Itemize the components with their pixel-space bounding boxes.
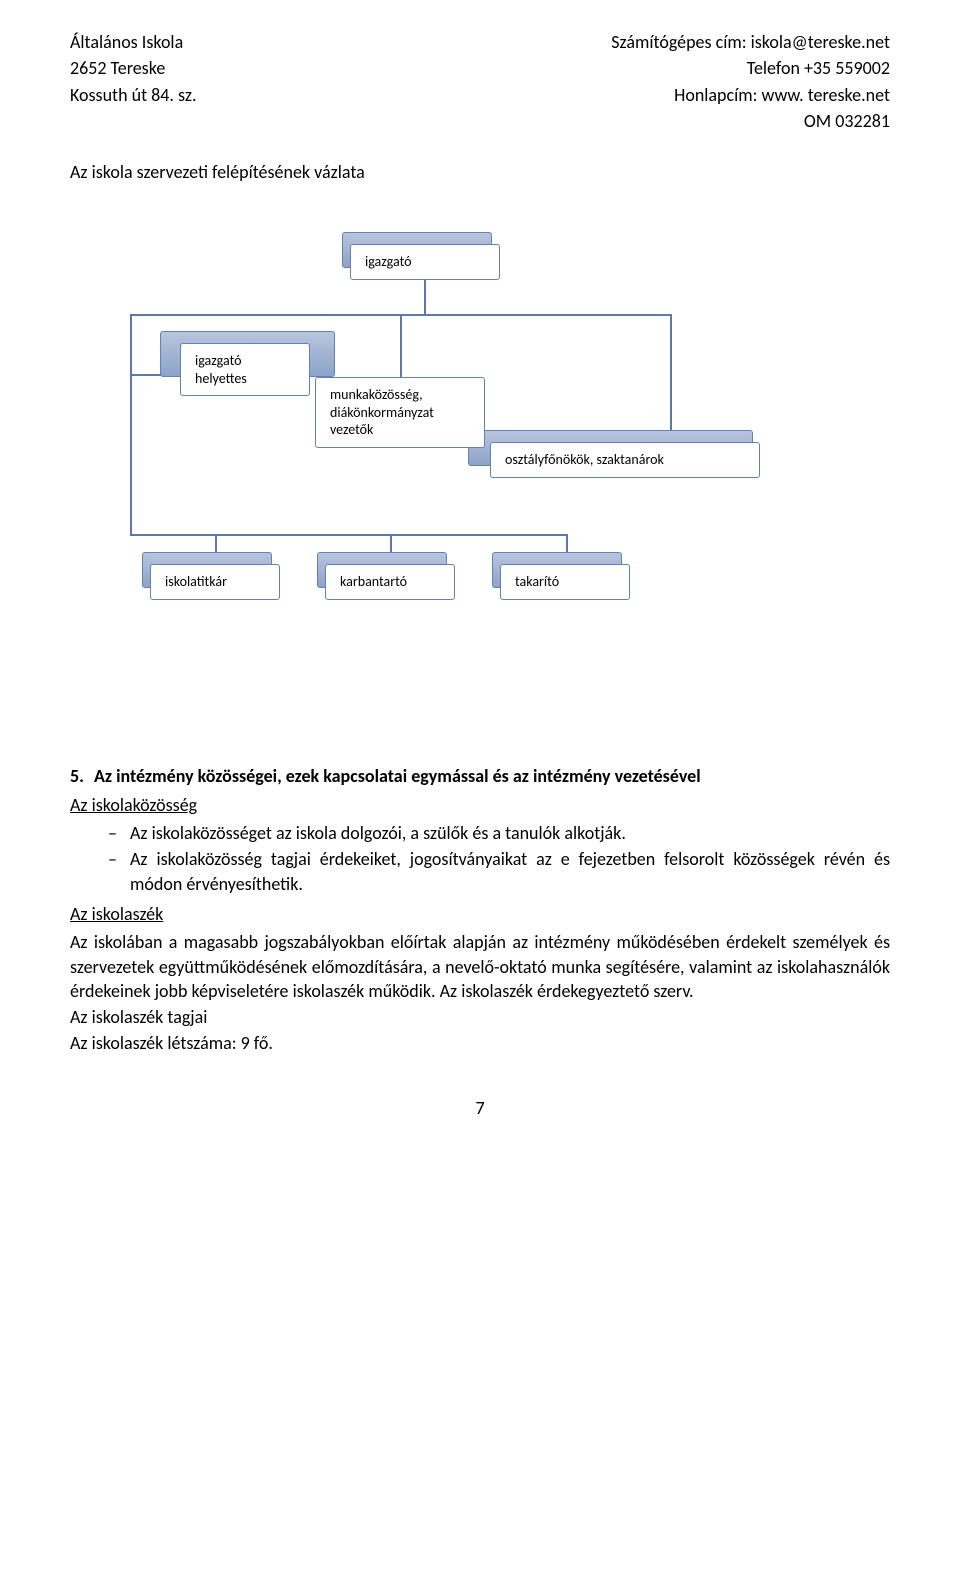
org-node-karbantarto: karbantartó	[325, 564, 455, 600]
school-postal: 2652 Tereske	[70, 56, 197, 80]
org-chart: igazgató igazgató helyettes munkaközössé…	[90, 214, 810, 734]
section-5-title: Az intézmény közösségei, ezek kapcsolata…	[94, 765, 701, 787]
header-right: Számítógépes cím: iskola@tereske.net Tel…	[611, 30, 890, 135]
section-5-number: 5.	[70, 765, 84, 787]
iskolaszek-body: Az iskolában a magasabb jogszabályokban …	[70, 930, 890, 1003]
header-left: Általános Iskola 2652 Tereske Kossuth út…	[70, 30, 197, 135]
school-address: Kossuth út 84. sz.	[70, 83, 197, 107]
org-node-munkakozosseg: munkaközösség, diákönkormányzat vezetők	[315, 377, 485, 448]
list-item: Az iskolaközösség tagjai érdekeiket, jog…	[108, 847, 890, 896]
list-item: Az iskolaközösséget az iskola dolgozói, …	[108, 821, 890, 845]
org-node-takarito: takarító	[500, 564, 630, 600]
org-node-igazgato: igazgató	[350, 244, 500, 280]
document-title: Az iskola szervezeti felépítésének vázla…	[70, 160, 890, 184]
org-node-igazgato-helyettes: igazgató helyettes	[180, 343, 310, 396]
org-line	[670, 314, 672, 430]
org-node-osztalyfonokok: osztályfőnökök, szaktanárok	[490, 442, 760, 478]
org-node-iskolatitkar: iskolatitkár	[150, 564, 280, 600]
school-om: OM 032281	[611, 109, 890, 133]
org-line	[130, 534, 568, 536]
org-line	[130, 314, 132, 374]
school-phone: Telefon +35 559002	[611, 56, 890, 80]
school-email: Számítógépes cím: iskola@tereske.net	[611, 30, 890, 54]
iskolaszek-tagjai: Az iskolaszék tagjai	[70, 1005, 890, 1029]
org-line	[400, 314, 402, 377]
subheading-iskolakozosseg: Az iskolaközösség	[70, 793, 890, 817]
school-website: Honlapcím: www. tereske.net	[611, 83, 890, 107]
subheading-iskolaszek: Az iskolaszék	[70, 902, 890, 926]
page-header: Általános Iskola 2652 Tereske Kossuth út…	[70, 30, 890, 135]
iskolakozosseg-list: Az iskolaközösséget az iskola dolgozói, …	[108, 821, 890, 896]
org-line	[424, 280, 426, 314]
page-number: 7	[70, 1096, 890, 1120]
iskolaszek-letszam: Az iskolaszék létszáma: 9 fő.	[70, 1031, 890, 1055]
section-5-heading: 5. Az intézmény közösségei, ezek kapcsola…	[70, 764, 890, 788]
org-line	[130, 374, 132, 534]
school-name: Általános Iskola	[70, 30, 197, 54]
